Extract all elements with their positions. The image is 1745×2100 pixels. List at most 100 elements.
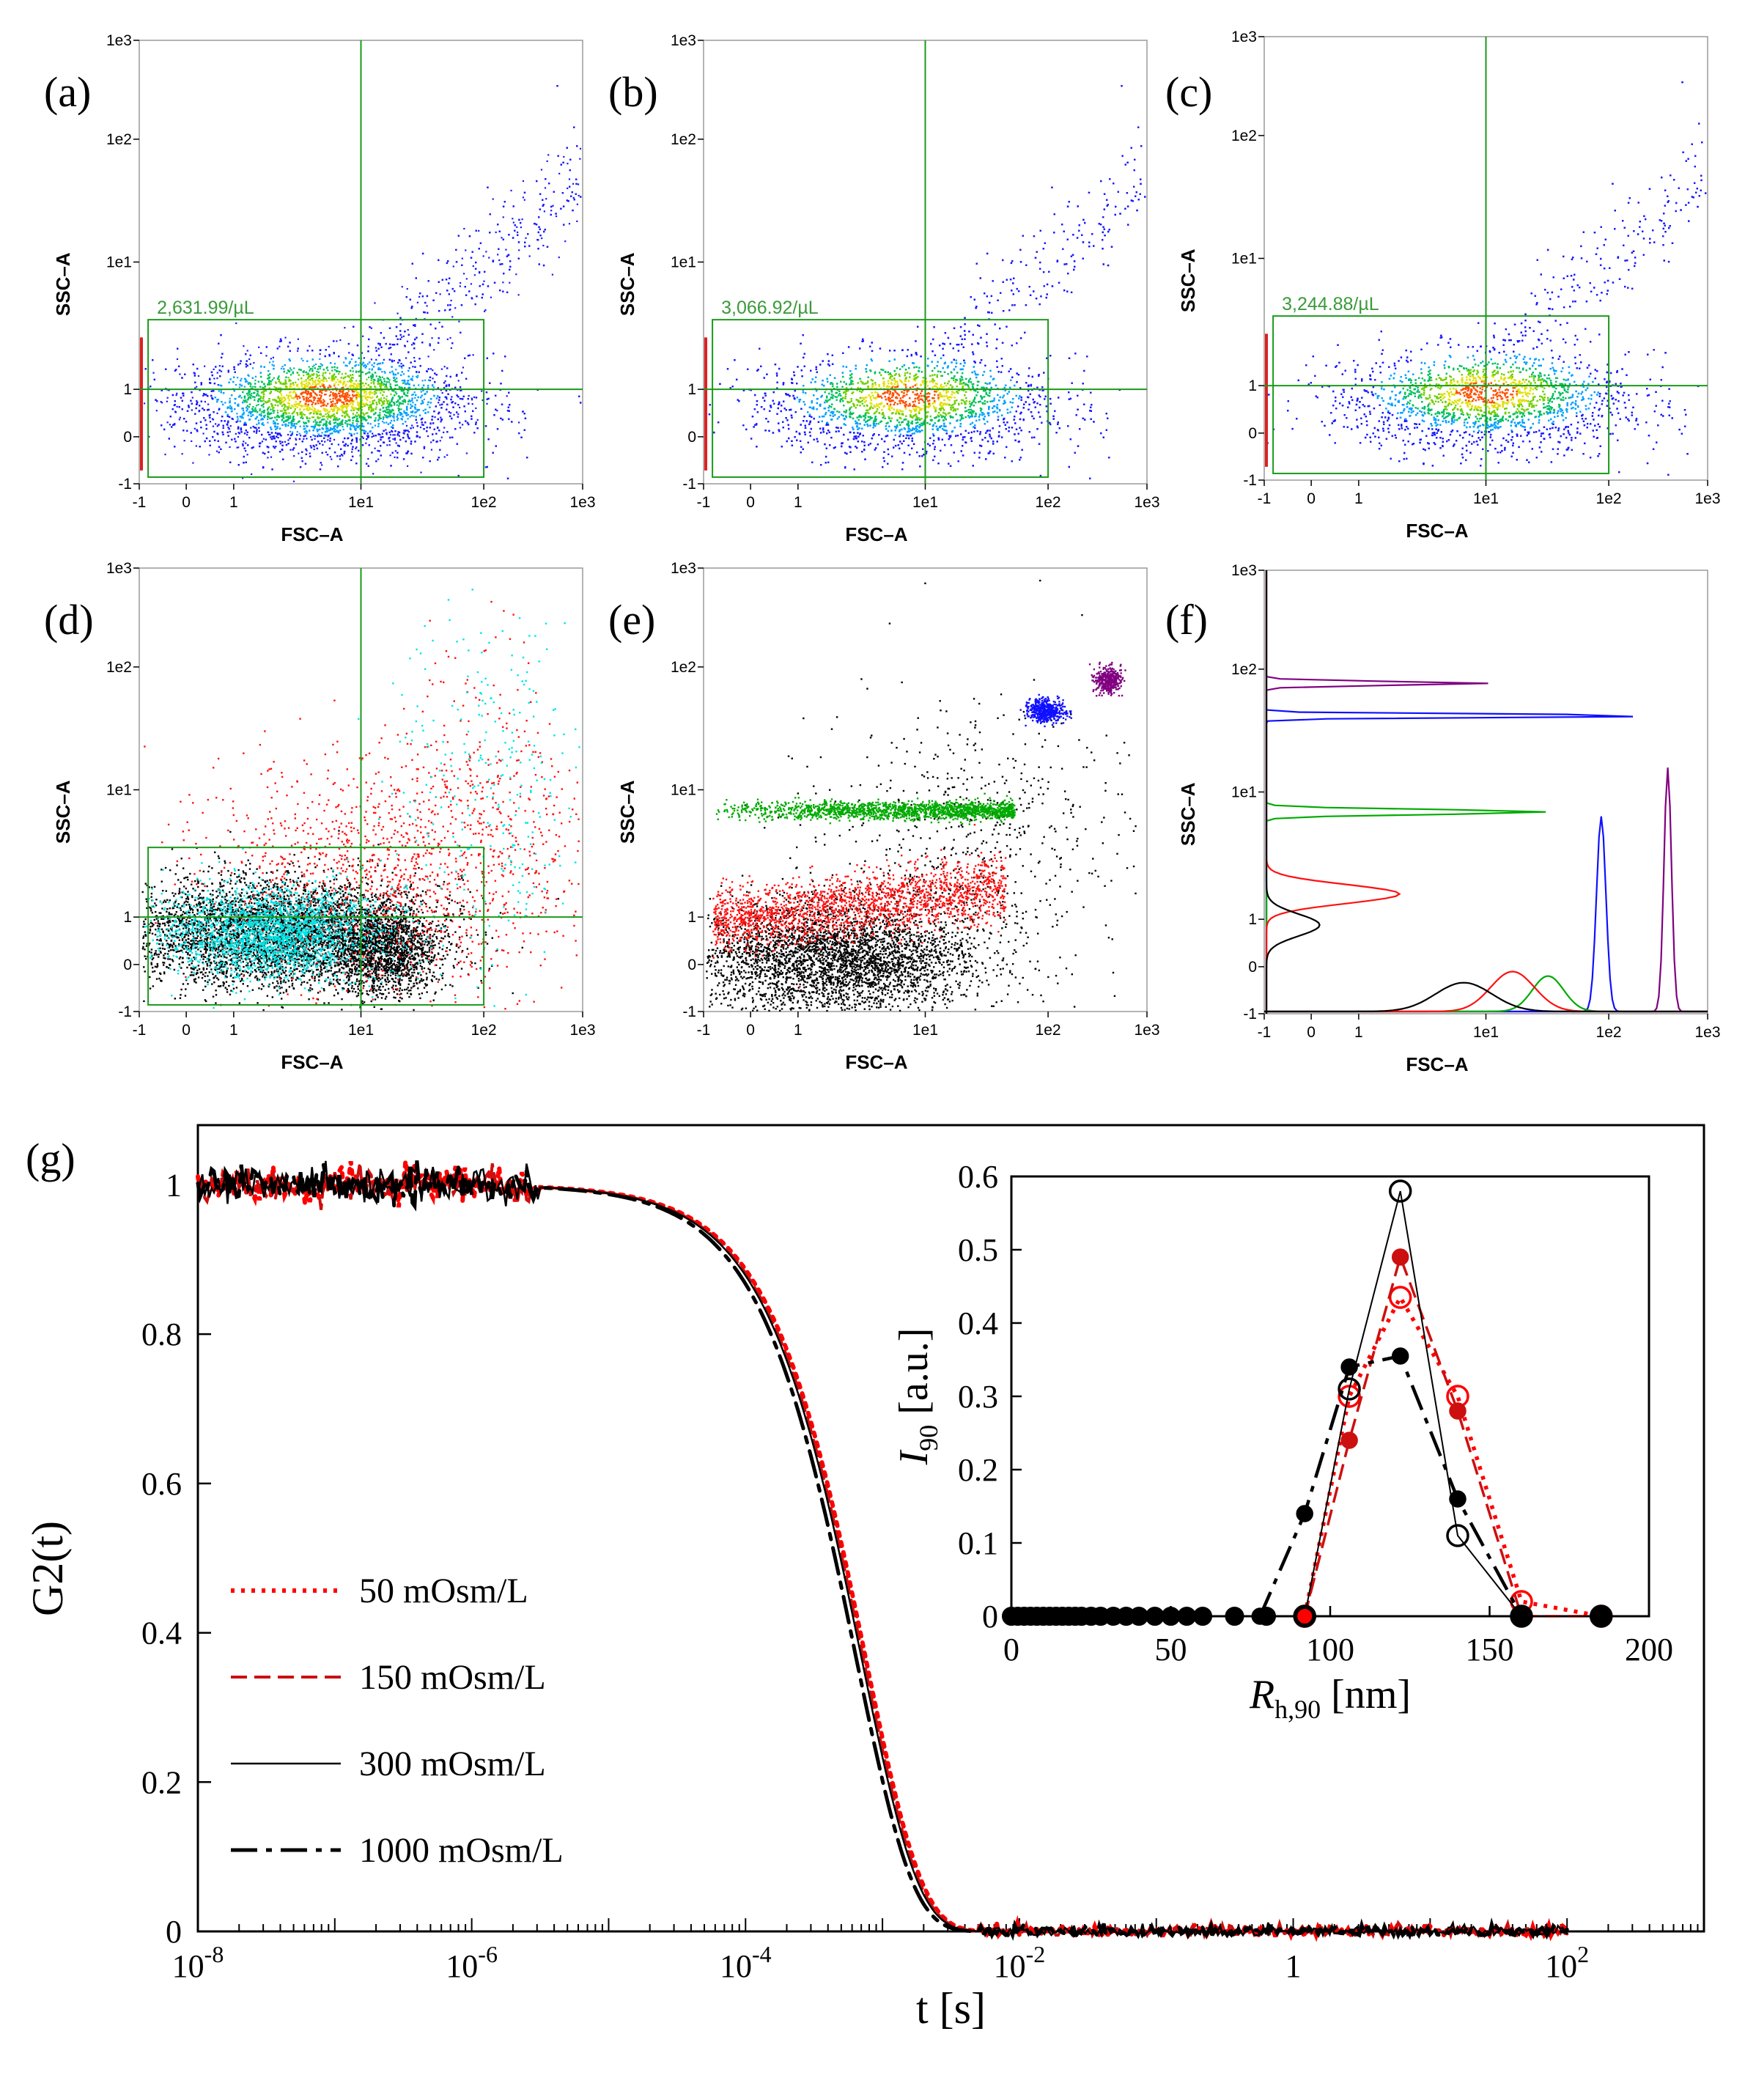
event-dot (367, 345, 369, 347)
event-dot (390, 347, 392, 349)
event-dot (341, 373, 343, 375)
event-dot (347, 390, 350, 392)
event-dot (243, 386, 246, 388)
event-dot (371, 436, 373, 438)
event-dot (279, 387, 281, 389)
event-dot (290, 369, 292, 371)
event-dot (310, 425, 313, 428)
event-dot (401, 380, 403, 382)
event-dot (284, 441, 287, 443)
event-dot (450, 299, 452, 302)
event-dot (395, 369, 397, 371)
event-dot (309, 369, 311, 372)
x-tick-label: 1e1 (348, 494, 374, 511)
event-dot (321, 416, 323, 418)
event-dot (419, 426, 422, 429)
event-dot (303, 383, 306, 386)
event-dot (351, 451, 353, 453)
event-dot (483, 280, 485, 282)
event-dot (245, 379, 247, 381)
event-dot (558, 172, 561, 174)
event-dot (397, 417, 399, 419)
event-dot (338, 380, 340, 383)
event-dot (371, 373, 374, 375)
event-dot (392, 438, 394, 441)
event-dot (272, 356, 274, 358)
event-dot (268, 433, 270, 436)
event-dot (363, 432, 365, 434)
event-dot (298, 452, 300, 454)
event-dot (371, 364, 373, 366)
event-dot (278, 379, 281, 381)
event-dot (287, 377, 289, 379)
event-dot (314, 421, 317, 424)
event-dot (313, 446, 315, 448)
event-dot (367, 457, 369, 460)
event-dot (331, 369, 333, 372)
event-dot (385, 407, 388, 409)
event-dot (417, 375, 419, 377)
event-dot (377, 449, 379, 452)
event-dot (245, 450, 247, 452)
event-dot (382, 418, 385, 420)
event-dot (262, 406, 265, 408)
event-dot (343, 401, 345, 403)
event-dot (176, 392, 178, 394)
event-dot (210, 390, 213, 392)
event-dot (325, 408, 327, 410)
event-dot (342, 411, 344, 413)
event-dot (255, 432, 258, 434)
event-dot (418, 408, 421, 411)
event-dot (336, 389, 338, 391)
event-dot (229, 446, 231, 449)
event-dot (160, 401, 162, 403)
event-dot (261, 441, 264, 443)
event-dot (512, 221, 514, 224)
event-dot (370, 358, 372, 361)
event-dot (176, 405, 178, 408)
event-dot (331, 380, 333, 382)
event-dot (449, 308, 451, 311)
event-dot (391, 408, 394, 410)
event-dot (396, 312, 399, 314)
event-dot (501, 237, 503, 239)
event-dot (356, 432, 358, 435)
event-dot (555, 215, 558, 218)
event-dot (308, 366, 310, 368)
event-dot (295, 381, 297, 383)
event-dot (305, 400, 307, 403)
event-dot (311, 416, 314, 419)
event-dot (512, 218, 514, 220)
event-dot (325, 410, 327, 413)
event-dot (355, 407, 357, 409)
event-dot (355, 425, 358, 427)
event-dot (293, 424, 295, 427)
event-dot (423, 398, 425, 401)
event-dot (169, 424, 171, 426)
event-dot (235, 432, 237, 435)
event-dot (410, 344, 413, 346)
event-dot (348, 376, 350, 378)
event-dot (306, 449, 308, 452)
event-dot (252, 405, 254, 408)
event-dot (230, 410, 232, 413)
event-dot (192, 462, 194, 464)
event-dot (411, 394, 413, 396)
event-dot (292, 480, 295, 482)
event-dot (262, 399, 265, 402)
event-dot (348, 352, 350, 354)
event-dot (303, 409, 305, 411)
event-dot (319, 367, 321, 370)
event-dot (251, 473, 253, 476)
event-dot (486, 402, 488, 405)
event-dot (319, 353, 321, 355)
y-axis-label: SSC–A (52, 252, 74, 316)
event-dot (176, 358, 179, 361)
event-dot (402, 380, 405, 382)
event-dot (380, 380, 383, 383)
y-tick-label: -1 (118, 476, 132, 493)
event-dot (337, 407, 339, 409)
event-dot (331, 376, 333, 379)
event-dot (465, 452, 468, 454)
event-dot (320, 391, 322, 393)
